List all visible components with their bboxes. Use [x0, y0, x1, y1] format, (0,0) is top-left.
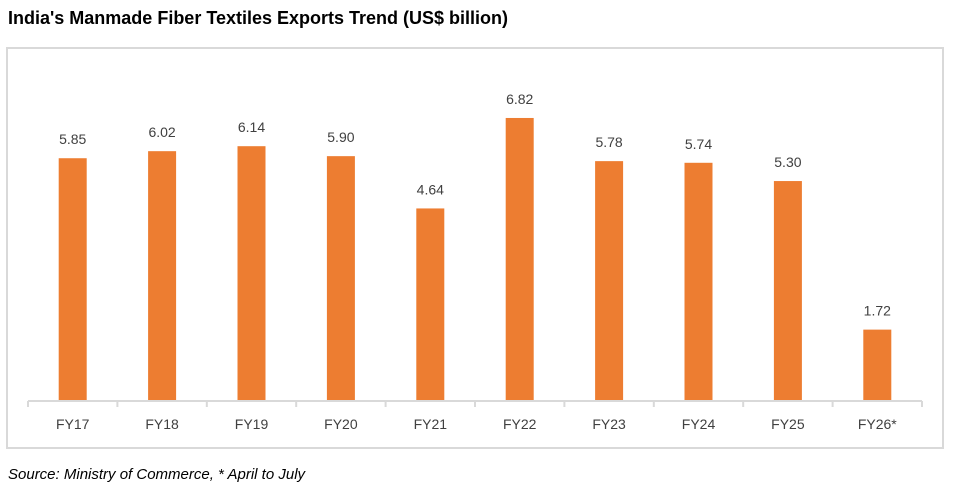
data-label: 5.78 [595, 134, 622, 150]
x-tick-label: FY23 [592, 416, 626, 432]
x-tick-label: FY21 [414, 416, 448, 432]
chart-title: India's Manmade Fiber Textiles Exports T… [8, 8, 509, 28]
data-label: 1.72 [864, 303, 891, 319]
bar [863, 329, 892, 401]
bar [416, 208, 445, 401]
bar [505, 117, 534, 401]
data-label: 4.64 [417, 181, 444, 197]
data-label: 5.74 [685, 136, 712, 152]
data-label: 6.14 [238, 119, 265, 135]
x-tick-label: FY25 [771, 416, 805, 432]
data-label: 5.85 [59, 131, 86, 147]
x-tick-label: FY24 [682, 416, 716, 432]
bar [58, 158, 87, 401]
x-tick-label: FY26* [858, 416, 897, 432]
x-tick-label: FY20 [324, 416, 358, 432]
x-tick-label: FY18 [145, 416, 179, 432]
bar [773, 181, 802, 401]
bar [595, 161, 624, 401]
data-label: 6.02 [148, 124, 175, 140]
data-label: 5.30 [774, 154, 801, 170]
bar [237, 146, 266, 401]
bar [326, 156, 355, 401]
x-tick-label: FY19 [235, 416, 269, 432]
x-tick-label: FY22 [503, 416, 537, 432]
x-tick-label: FY17 [56, 416, 90, 432]
data-label: 5.90 [327, 129, 354, 145]
data-label: 6.82 [506, 91, 533, 107]
source-note: Source: Ministry of Commerce, * April to… [8, 466, 306, 483]
chart-frame [6, 47, 944, 449]
bar [148, 151, 177, 401]
bar [684, 162, 713, 401]
